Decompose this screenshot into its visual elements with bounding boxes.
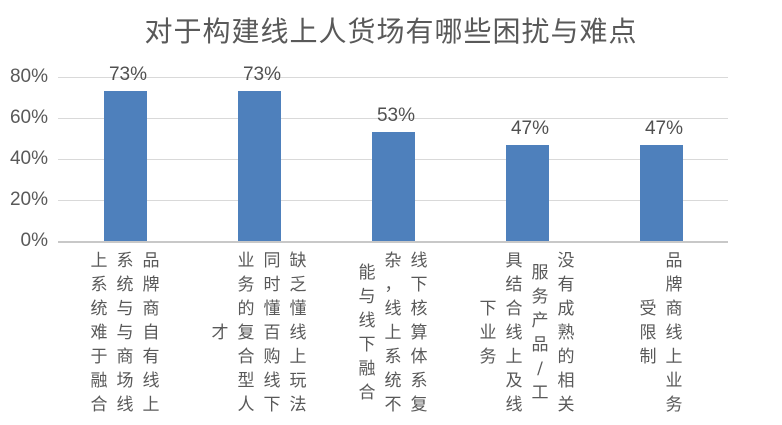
- category-label-column: 业务的复合型人: [237, 251, 255, 415]
- bar-data-label: 73%: [108, 64, 148, 86]
- bar: [103, 91, 147, 241]
- y-axis-tick-label: 20%: [9, 189, 48, 210]
- bar: [237, 91, 281, 241]
- bar: [639, 144, 683, 241]
- bar-data-label: 73%: [242, 64, 282, 86]
- bar: [505, 144, 549, 241]
- category-label-column: 杂，线上系统不: [384, 251, 402, 415]
- bar: [371, 132, 415, 241]
- x-axis-category-label: 没有成熟的相关服务产品 / 工具结合线上及线下业务: [460, 249, 594, 417]
- category-label-column: 同时懂百购线下: [263, 251, 281, 415]
- y-axis-tick-label: 60%: [9, 107, 48, 128]
- category-label-column: 线下核算体系复: [410, 251, 428, 415]
- bar-data-label: 53%: [376, 105, 416, 127]
- category-label-column: 才: [211, 323, 229, 343]
- category-label-column: 能与线下融合: [358, 263, 376, 403]
- category-label-column: 上系统难于融合: [90, 251, 108, 415]
- y-gridline: [58, 118, 728, 119]
- y-axis-tick-label: 80%: [9, 66, 48, 87]
- category-label-column: 受限制: [639, 299, 657, 367]
- category-label-column: 服务产品 / 工: [531, 263, 549, 403]
- category-label-column: 具结合线上及线: [505, 251, 523, 415]
- category-label-column: 品牌商线上业务: [665, 251, 683, 415]
- category-label-column: 下业务: [479, 299, 497, 367]
- x-axis-category-label: 品牌商自有线上系统与与商场线上系统难于融合: [58, 249, 192, 417]
- chart-title: 对于构建线上人货场有哪些困扰与难点: [144, 15, 638, 48]
- category-label-column: 品牌商自有线上: [142, 251, 160, 415]
- category-label-column: 没有成熟的相关: [557, 251, 575, 415]
- y-gridline: [58, 77, 728, 78]
- bar-data-label: 47%: [644, 117, 684, 139]
- category-label-column: 缺乏懂线上玩法: [289, 251, 307, 415]
- category-label-column: 系统与与商场线: [116, 251, 134, 415]
- x-axis-line: [58, 240, 728, 243]
- bar-data-label: 47%: [510, 117, 550, 139]
- y-axis-tick-label: 0%: [20, 230, 48, 251]
- x-axis-category-label: 线下核算体系复杂，线上系统不能与线下融合: [326, 249, 460, 417]
- x-axis-category-label: 缺乏懂线上玩法同时懂百购线下业务的复合型人才: [192, 249, 326, 417]
- x-axis-category-label: 品牌商线上业务受限制: [594, 249, 728, 417]
- y-axis-tick-label: 40%: [9, 148, 48, 169]
